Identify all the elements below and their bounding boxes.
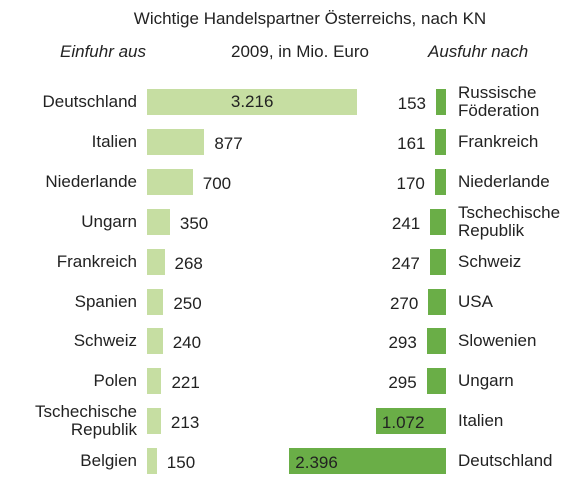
category-label: Russische Föderation [458,83,540,120]
category-label: Tschechische Republik [458,202,561,240]
bar [147,208,170,235]
category-label: Deutschland [42,92,137,111]
value-label: 153 [397,94,426,113]
value-label: 1.072 [381,413,425,433]
category-label: Belgien [80,451,137,471]
category-label: Frankreich [458,131,539,151]
category-label: USA [458,291,493,311]
bar [147,408,161,435]
bar [147,248,165,275]
bar [147,89,358,115]
category-label: Niederlande [458,171,550,191]
bar [434,168,446,195]
category-label: Deutschland [458,451,553,471]
category-label: Ungarn [458,371,514,391]
bar [426,368,446,395]
value-label: 250 [173,293,202,313]
category-label: Frankreich [56,251,137,271]
value-label: 270 [389,293,419,313]
value-label: 161 [397,133,426,153]
category-label: Italien [458,411,504,431]
value-label: 268 [174,253,203,273]
category-label: Ungarn [81,211,137,231]
bar [147,448,157,475]
bar [147,168,193,195]
value-label: 213 [170,413,200,433]
bar [147,288,164,315]
value-label: 293 [388,333,417,353]
value-label: 700 [202,173,232,193]
value-label: 877 [214,133,243,153]
left-heading: Einfuhr aus [60,42,146,61]
bar [435,128,446,155]
category-label: Niederlande [45,171,137,191]
bar [429,248,446,275]
bar [147,368,162,395]
value-label: 221 [171,373,200,393]
bar [147,328,163,355]
bar [430,208,446,235]
value-label: 2.396 [295,453,338,473]
category-label: Polen [93,371,137,391]
value-label: 241 [391,213,421,233]
value-label: 240 [172,333,202,353]
category-label: Schweiz [458,251,522,271]
category-label: Italien [91,131,137,151]
bar [289,448,446,475]
value-label: 295 [388,373,417,393]
bar [435,89,446,115]
category-label: Tschechische Republik [34,402,137,440]
value-label: 247 [391,253,420,273]
bar [428,288,446,315]
chart-subtitle: 2009, in Mio. Euro [231,42,369,61]
value-label: 150 [166,453,196,473]
category-label: Spanien [74,291,137,311]
bar [375,408,446,435]
category-label: Schweiz [73,331,137,351]
value-label: 170 [396,173,425,193]
value-label: 3.216 [230,92,274,111]
category-label: Slowenien [458,331,537,351]
chart-title: Wichtige Handelspartner Österreichs, nac… [133,9,487,28]
bar [426,328,446,355]
bar [147,128,205,155]
right-heading: Ausfuhr nach [428,42,529,61]
value-label: 350 [179,213,209,233]
